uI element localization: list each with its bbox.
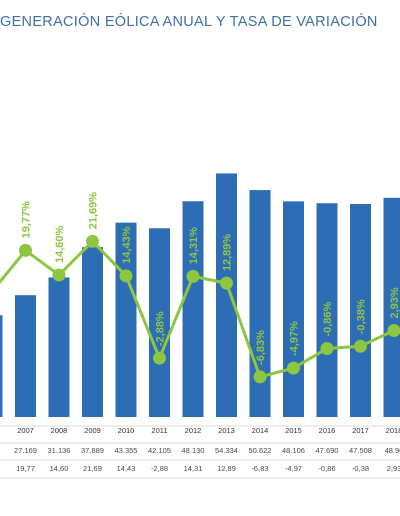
gwh-2014: 50.622 bbox=[249, 446, 272, 455]
year-2012: 2012 bbox=[185, 426, 202, 435]
percent-label-2010: 14,43% bbox=[121, 226, 133, 264]
percent-label-2011: -2,88% bbox=[155, 311, 167, 346]
percent-label-2007: 19,77% bbox=[21, 201, 33, 239]
bar-2015 bbox=[283, 201, 304, 417]
gwh-2018: 48.90 bbox=[385, 446, 400, 455]
gwh-2008: 31.136 bbox=[48, 446, 71, 455]
rate-2012: 14,31 bbox=[184, 464, 203, 473]
point-2008 bbox=[52, 268, 66, 282]
percent-label-2017: -0,38% bbox=[356, 299, 368, 334]
year-2015: 2015 bbox=[285, 426, 302, 435]
point-2007 bbox=[19, 243, 32, 257]
rate-2014: -6,83 bbox=[251, 464, 268, 473]
point-2013 bbox=[220, 276, 233, 290]
gwh-2011: 42.105 bbox=[148, 446, 171, 455]
bar-2011 bbox=[149, 228, 170, 417]
point-2015 bbox=[287, 361, 300, 375]
gwh-2009: 37.889 bbox=[81, 446, 104, 455]
year-2008: 2008 bbox=[51, 426, 68, 435]
bar-2009 bbox=[82, 247, 103, 417]
point-2014 bbox=[253, 370, 267, 384]
bar-2007 bbox=[15, 295, 36, 417]
year-2011: 2011 bbox=[151, 426, 167, 435]
point-2009 bbox=[86, 234, 99, 248]
year-2016: 2016 bbox=[319, 426, 336, 435]
rate-2013: 12,89 bbox=[217, 464, 236, 473]
bar-2016 bbox=[316, 203, 338, 417]
year-2009: 2009 bbox=[84, 426, 101, 435]
chart-title: GENERACIÓN EÓLICA ANUAL Y TASA DE VARIAC… bbox=[0, 14, 378, 30]
rate-2017: -0,38 bbox=[352, 464, 369, 473]
point-2018 bbox=[387, 324, 400, 338]
percent-label-2016: -0,86% bbox=[322, 301, 334, 336]
gwh-2017: 47.508 bbox=[349, 446, 372, 455]
rate-2010: 14,43 bbox=[117, 464, 136, 473]
percent-label-2009: 21,69% bbox=[88, 192, 100, 230]
rate-2015: -4,97 bbox=[285, 464, 302, 473]
bar-2008 bbox=[48, 277, 70, 417]
gwh-2007: 27.169 bbox=[14, 446, 37, 455]
percent-label-2012: 14,31% bbox=[188, 227, 200, 265]
gwh-2016: 47.690 bbox=[316, 446, 339, 455]
bar-2012 bbox=[182, 201, 204, 417]
gwh-2012: 48.130 bbox=[182, 446, 205, 455]
rate-2011: -2,88 bbox=[151, 464, 168, 473]
rate-2016: -0,86 bbox=[318, 464, 335, 473]
bar-series bbox=[0, 173, 400, 417]
year-2014: 2014 bbox=[252, 426, 269, 435]
bar-2017 bbox=[350, 204, 371, 417]
year-2013: 2013 bbox=[218, 426, 235, 435]
percent-label-2015: -4,97% bbox=[289, 321, 301, 356]
point-2010 bbox=[119, 269, 133, 283]
gwh-2013: 54.334 bbox=[215, 446, 238, 455]
rate-2009: 21,69 bbox=[83, 464, 102, 473]
percent-label-2014: -6,83% bbox=[255, 330, 267, 365]
gwh-2015: 48.106 bbox=[282, 446, 305, 455]
bar-2013 bbox=[216, 173, 237, 417]
rate-2007: 19,77 bbox=[16, 464, 35, 473]
data-table: 200646200727.16919,77200831.13614,602009… bbox=[0, 425, 400, 479]
bar-2018 bbox=[383, 197, 400, 417]
rate-2018: 2,93 bbox=[387, 464, 400, 473]
year-2007: 2007 bbox=[17, 426, 34, 435]
year-2017: 2017 bbox=[352, 426, 369, 435]
bar-value-labels: 19,77% 14,60% 21,69% 14,43% -2,88% 14,31% 12,8… bbox=[21, 192, 400, 365]
year-2010: 2010 bbox=[118, 426, 135, 435]
point-2017 bbox=[354, 339, 367, 353]
point-2016 bbox=[320, 342, 334, 356]
percent-label-2008: 14,60% bbox=[54, 225, 66, 263]
bar-2006 bbox=[0, 315, 3, 417]
percent-label-2013: 12,89% bbox=[222, 234, 234, 272]
year-2018: 2018 bbox=[386, 426, 400, 435]
point-2011 bbox=[153, 351, 166, 365]
percent-label-2018: 2,93% bbox=[389, 287, 400, 318]
point-2012 bbox=[186, 269, 200, 283]
variation-line-series bbox=[0, 234, 400, 384]
gwh-2010: 43.355 bbox=[115, 446, 138, 455]
rate-2008: 14,60 bbox=[50, 464, 69, 473]
